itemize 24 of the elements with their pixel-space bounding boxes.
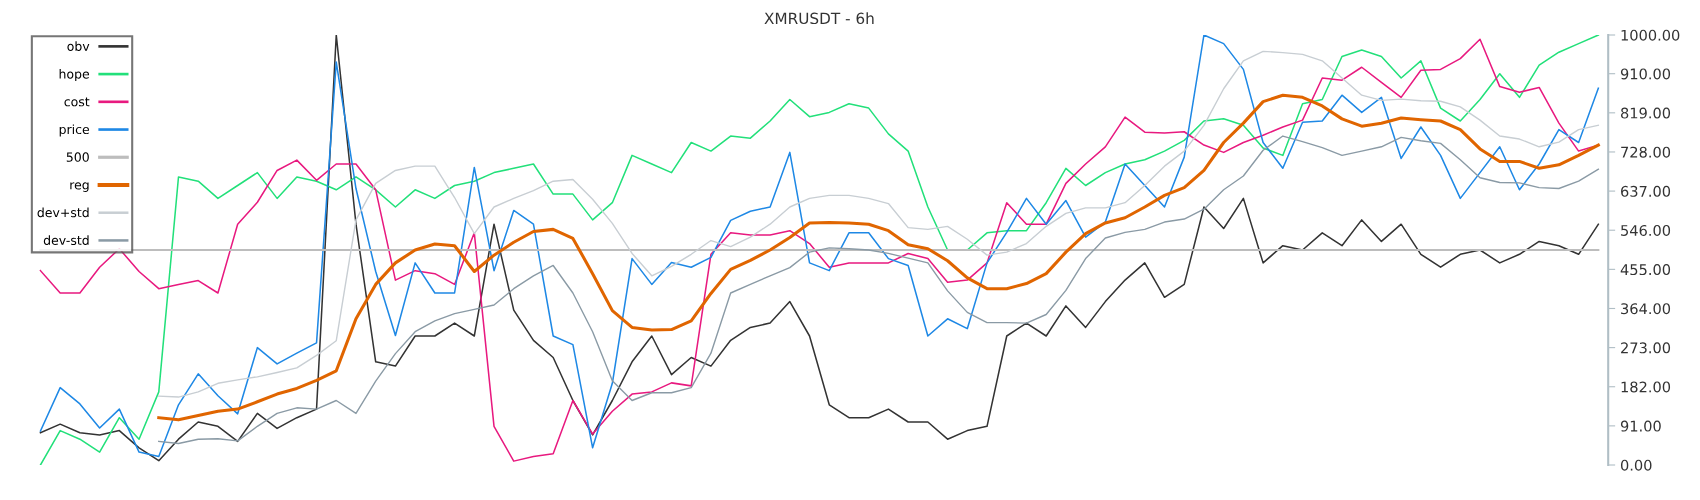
y-tick-label: 455.00: [1620, 264, 1671, 276]
y-tick-label: 91.00: [1620, 420, 1661, 432]
y-tick-label: 182.00: [1621, 381, 1671, 393]
y-tick-label: 728.00: [1621, 146, 1671, 158]
legend-label: 500: [66, 152, 89, 162]
y-tick-label: 546.00: [1621, 224, 1671, 236]
y-tick-label: 910.00: [1620, 68, 1671, 80]
y-tick-label: 637.00: [1621, 185, 1671, 197]
line-series: [157, 93, 1600, 422]
chart-title: XMRUSDT - 6h: [764, 12, 874, 25]
y-tick-label: 0.00: [1620, 459, 1652, 471]
line-series: [158, 135, 1600, 445]
legend-label: reg: [70, 182, 89, 192]
y-tick-label: 364.00: [1621, 303, 1671, 315]
legend-label: price: [59, 124, 90, 137]
legend-label: dev-std: [43, 235, 89, 245]
legend-label: cost: [64, 97, 90, 107]
line-series: [158, 50, 1600, 398]
y-tick-label: 819.00: [1620, 107, 1671, 119]
legend-label: hope: [59, 68, 90, 82]
y-tick-label: 1000.00: [1621, 29, 1680, 41]
y-tick-label: 273.00: [1621, 342, 1671, 354]
legend-label: dev+std: [37, 207, 89, 218]
legend-label: obv: [67, 41, 90, 51]
